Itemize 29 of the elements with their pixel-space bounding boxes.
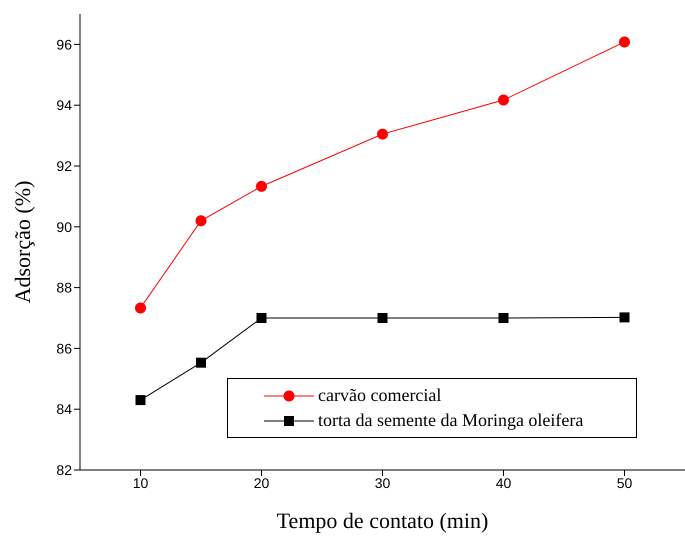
y-tick-label: 88 <box>56 280 72 296</box>
y-tick-label: 90 <box>56 218 72 235</box>
point <box>378 313 388 323</box>
point <box>620 312 630 322</box>
point <box>377 128 388 140</box>
point <box>256 180 267 192</box>
y-tick-label: 84 <box>56 401 72 418</box>
point <box>196 215 206 226</box>
y-axis-title: Adsorção (%) <box>10 180 35 304</box>
x-tick-label: 10 <box>132 474 148 491</box>
y-tick-label: 94 <box>56 97 72 114</box>
point <box>619 36 630 48</box>
point <box>196 358 206 368</box>
x-tick-label: 50 <box>616 474 632 491</box>
point <box>135 302 146 314</box>
x-tick-label: 30 <box>374 474 390 491</box>
y-tick-label: 96 <box>56 36 72 52</box>
point <box>136 395 146 406</box>
legend-label: torta da semente da Moringa oleifera <box>318 410 584 431</box>
x-axis-title: Tempo de contato (min) <box>276 508 488 533</box>
x-tick-label: 20 <box>254 474 270 491</box>
x-tick-label: 40 <box>496 474 512 491</box>
point <box>256 313 266 323</box>
y-tick-label: 92 <box>56 158 72 174</box>
point <box>498 94 509 106</box>
y-tick-label: 82 <box>56 462 72 478</box>
point <box>498 313 508 323</box>
y-tick-label: 86 <box>56 340 72 356</box>
legend-label: carvão comercial <box>318 385 442 406</box>
